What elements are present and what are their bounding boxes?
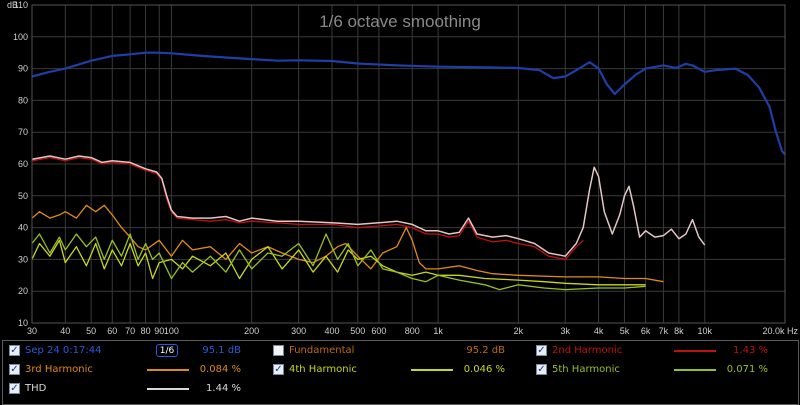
legend-swatch bbox=[411, 369, 453, 371]
x-tick-label: 200 bbox=[244, 326, 259, 336]
y-axis-unit-label: dB bbox=[7, 0, 18, 10]
series-line-5th-harmonic bbox=[31, 233, 646, 291]
legend-swatch bbox=[674, 350, 716, 352]
legend-swatch bbox=[147, 369, 189, 371]
legend-value: 0.046 % bbox=[463, 364, 505, 375]
x-tick-label: 300 bbox=[291, 326, 306, 336]
y-tick-label: 90 bbox=[18, 64, 28, 74]
y-tick-label: 40 bbox=[18, 223, 28, 233]
series-line-2nd-harmonic bbox=[31, 156, 584, 261]
series-line-thd bbox=[31, 155, 706, 257]
legend-label: 4th Harmonic bbox=[289, 364, 357, 375]
x-tick-label: 6k bbox=[641, 326, 651, 336]
legend-label: 5th Harmonic bbox=[552, 364, 620, 375]
x-tick-labels: 30 40 50 60 70 80 90 100 200 300 400 500 600 800 1k 2k 3… bbox=[27, 326, 798, 336]
legend-checkbox-5th-harmonic[interactable]: ✓ bbox=[536, 364, 547, 375]
legend-label: THD bbox=[25, 383, 47, 394]
legend-checkbox-fundamental[interactable]: ✓ bbox=[273, 345, 284, 356]
legend-label: 2nd Harmonic bbox=[552, 345, 623, 356]
legend-item-2nd-harmonic: ✓ 2nd Harmonic 1.43 % bbox=[536, 343, 786, 359]
x-tick-label: 1k bbox=[433, 326, 443, 336]
legend-checkbox-thd[interactable]: ✓ bbox=[9, 383, 20, 394]
legend-label: 3rd Harmonic bbox=[25, 364, 93, 375]
x-tick-label: 500 bbox=[350, 326, 365, 336]
x-tick-label: 40 bbox=[60, 326, 70, 336]
legend-value: 1.43 % bbox=[733, 345, 768, 356]
x-tick-label: 2k bbox=[514, 326, 524, 336]
y-tick-label: 70 bbox=[18, 127, 28, 137]
plot-frame bbox=[31, 4, 786, 324]
x-tick-label: 8k bbox=[674, 326, 684, 336]
x-tick-label: 400 bbox=[324, 326, 339, 336]
series-line-sep-24-0-17-44 bbox=[31, 51, 786, 156]
series-lines bbox=[31, 51, 786, 291]
x-tick-label: 600 bbox=[371, 326, 386, 336]
legend-item-3rd-harmonic: ✓ 3rd Harmonic 0.084 % bbox=[9, 362, 259, 378]
x-tick-label: 90 bbox=[154, 326, 164, 336]
legend-value: 0.071 % bbox=[726, 364, 768, 375]
legend-item-fundamental: ✓ Fundamental 95.2 dB bbox=[273, 343, 523, 359]
x-tick-label: 30 bbox=[27, 326, 37, 336]
legend-value: 0.084 % bbox=[199, 364, 241, 375]
x-tick-label: 80 bbox=[141, 326, 151, 336]
x-tick-label: 5k bbox=[620, 326, 630, 336]
smoothing-button[interactable]: 1/6 bbox=[156, 344, 178, 357]
x-tick-label: 100 bbox=[164, 326, 179, 336]
legend-item-thd: ✓ THD 1.44 % bbox=[9, 381, 259, 397]
series-line-4th-harmonic bbox=[31, 239, 646, 286]
legend-checkbox-4th-harmonic[interactable]: ✓ bbox=[273, 364, 284, 375]
legend-swatch bbox=[674, 369, 716, 371]
y-tick-labels: 10 20 30 40 50 60 70 80 90 100 110 bbox=[13, 0, 28, 328]
legend-checkbox-sep-24-0-17-44[interactable]: ✓ bbox=[9, 345, 20, 356]
legend-item-sep-24-0-17-44: ✓ Sep 24 0:17:44 1/6 95.1 dB bbox=[9, 343, 259, 359]
x-tick-label: 3k bbox=[561, 326, 571, 336]
y-tick-label: 110 bbox=[14, 0, 28, 10]
legend-panel: ✓ Sep 24 0:17:44 1/6 95.1 dB ✓ Fundamental 95.… bbox=[2, 340, 799, 405]
x-tick-label: 50 bbox=[86, 326, 96, 336]
series-line-3rd-harmonic bbox=[31, 204, 664, 283]
legend-value: 1.44 % bbox=[206, 383, 241, 394]
legend-checkbox-2nd-harmonic[interactable]: ✓ bbox=[536, 345, 547, 356]
y-tick-label: 10 bbox=[18, 318, 28, 328]
x-tick-label: 7k bbox=[659, 326, 669, 336]
legend-checkbox-3rd-harmonic[interactable]: ✓ bbox=[9, 364, 20, 375]
x-tick-label: 10k bbox=[697, 326, 712, 336]
y-tick-label: 100 bbox=[13, 32, 28, 42]
x-tick-label: 60 bbox=[107, 326, 117, 336]
x-tick-label: 20.0k Hz bbox=[762, 326, 798, 336]
chart-title: 1/6 octave smoothing bbox=[319, 12, 481, 31]
x-tick-label: 800 bbox=[405, 326, 420, 336]
legend-label: Fundamental bbox=[289, 345, 355, 356]
y-tick-label: 30 bbox=[18, 254, 28, 264]
legend-label: Sep 24 0:17:44 bbox=[25, 345, 102, 356]
y-tick-label: 50 bbox=[18, 191, 28, 201]
x-tick-label: 4k bbox=[594, 326, 604, 336]
legend-value: 95.1 dB bbox=[202, 345, 241, 356]
y-tick-label: 80 bbox=[18, 95, 28, 105]
legend-item-4th-harmonic: ✓ 4th Harmonic 0.046 % bbox=[273, 362, 523, 378]
y-tick-label: 20 bbox=[18, 286, 28, 296]
y-tick-label: 60 bbox=[18, 159, 28, 169]
legend-swatch bbox=[147, 388, 189, 390]
legend-item-5th-harmonic: ✓ 5th Harmonic 0.071 % bbox=[536, 362, 786, 378]
x-tick-label: 70 bbox=[125, 326, 135, 336]
legend-value: 95.2 dB bbox=[466, 345, 505, 356]
plot-background bbox=[0, 0, 800, 340]
